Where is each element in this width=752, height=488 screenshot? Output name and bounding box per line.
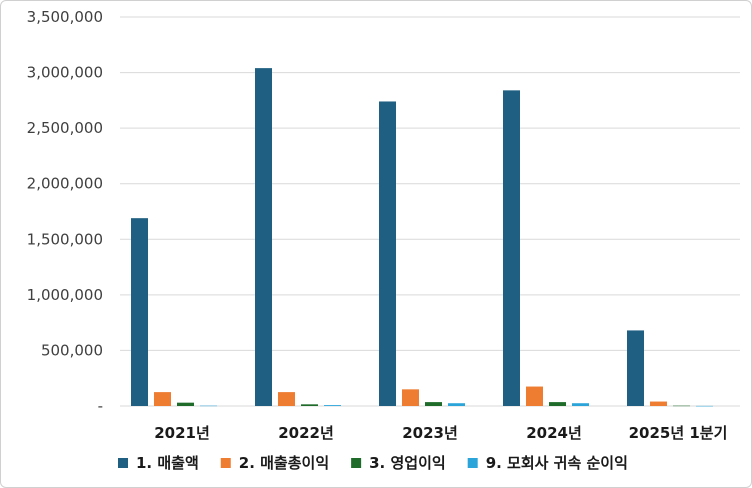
bar — [177, 402, 194, 406]
x-tick-label: 2024년 — [526, 424, 582, 442]
y-tick-label: 500,000 — [41, 341, 103, 359]
y-tick-label: 2,500,000 — [27, 119, 103, 137]
y-tick-label: 1,000,000 — [27, 286, 103, 304]
y-tick-label: 3,000,000 — [27, 64, 103, 82]
legend-swatch — [467, 458, 478, 468]
bar — [425, 402, 442, 406]
bar — [324, 405, 341, 406]
y-tick-label: 2,000,000 — [27, 175, 103, 193]
bar — [255, 68, 272, 406]
bar — [200, 405, 217, 407]
x-tick-label: 2021년 — [154, 424, 210, 442]
bar — [627, 330, 644, 406]
y-tick-label: - — [98, 397, 103, 415]
bar — [301, 404, 318, 406]
bar — [526, 386, 543, 406]
legend-label: 1. 매출액 — [136, 454, 199, 472]
legend-label: 9. 모회사 귀속 순이익 — [486, 454, 628, 472]
legend-swatch — [351, 458, 362, 468]
y-tick-label: 1,500,000 — [27, 230, 103, 248]
bar — [131, 218, 148, 406]
bar — [572, 403, 589, 406]
bar — [549, 402, 566, 406]
bar — [154, 392, 171, 406]
legend-swatch — [118, 458, 128, 468]
bar — [673, 405, 690, 407]
x-tick-label: 2022년 — [278, 424, 334, 442]
bar — [402, 389, 419, 406]
legend-label: 2. 매출총이익 — [239, 454, 329, 472]
legend-swatch — [220, 458, 231, 468]
bar — [503, 90, 520, 407]
x-tick-label: 2023년 — [402, 424, 458, 442]
x-tick-label: 2025년 1분기 — [629, 424, 728, 442]
bar — [278, 392, 295, 406]
legend-label: 3. 영업이익 — [369, 454, 446, 472]
bar — [448, 403, 465, 406]
bar — [696, 405, 713, 407]
bar — [650, 401, 667, 406]
bar — [379, 101, 396, 407]
y-tick-label: 3,500,000 — [27, 8, 103, 26]
